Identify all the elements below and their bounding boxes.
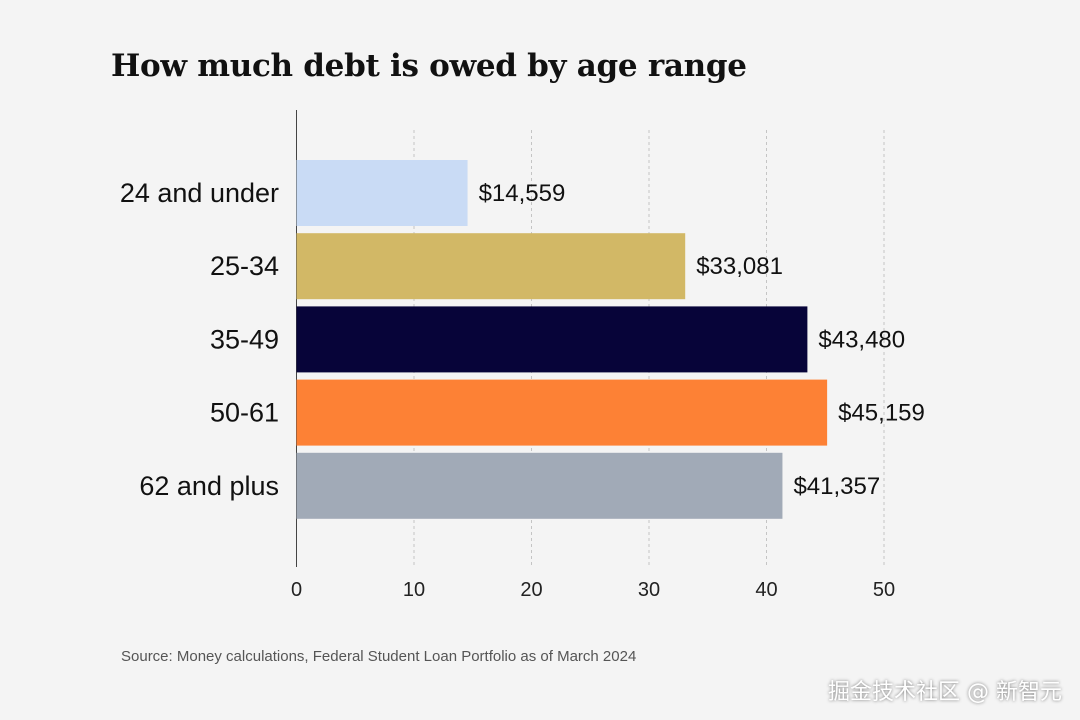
value-label: $33,081 [696, 253, 783, 280]
bars [296, 160, 828, 519]
category-labels: 24 and under 25-34 35-49 50-61 62 and plus [120, 178, 279, 501]
value-label: $43,480 [818, 326, 905, 353]
value-label: $14,559 [479, 180, 566, 207]
x-tick-label: 30 [638, 579, 660, 601]
bar [296, 306, 808, 373]
category-label: 24 and under [120, 178, 279, 208]
chart-title: How much debt is owed by age range [111, 48, 747, 84]
bar [296, 452, 783, 519]
x-tick-label: 40 [755, 579, 777, 601]
x-tick-labels: 0 10 20 30 40 50 [291, 579, 895, 601]
x-tick-label: 50 [873, 579, 895, 601]
bar [296, 233, 686, 300]
bar [296, 379, 828, 446]
value-label: $41,357 [793, 473, 880, 500]
category-label: 25-34 [210, 251, 279, 281]
watermark: 掘金技术社区 @ 新智元 [828, 680, 1062, 705]
x-tick-label: 20 [520, 579, 542, 601]
category-label: 50-61 [210, 398, 279, 428]
x-tick-label: 0 [291, 579, 302, 601]
category-label: 62 and plus [139, 471, 279, 501]
category-label: 35-49 [210, 324, 279, 354]
x-tick-label: 10 [403, 579, 425, 601]
bar [296, 160, 468, 226]
value-labels: $14,559 $33,081 $43,480 $45,159 $41,357 [479, 180, 925, 500]
value-label: $45,159 [838, 400, 925, 427]
source-note: Source: Money calculations, Federal Stud… [121, 648, 637, 665]
